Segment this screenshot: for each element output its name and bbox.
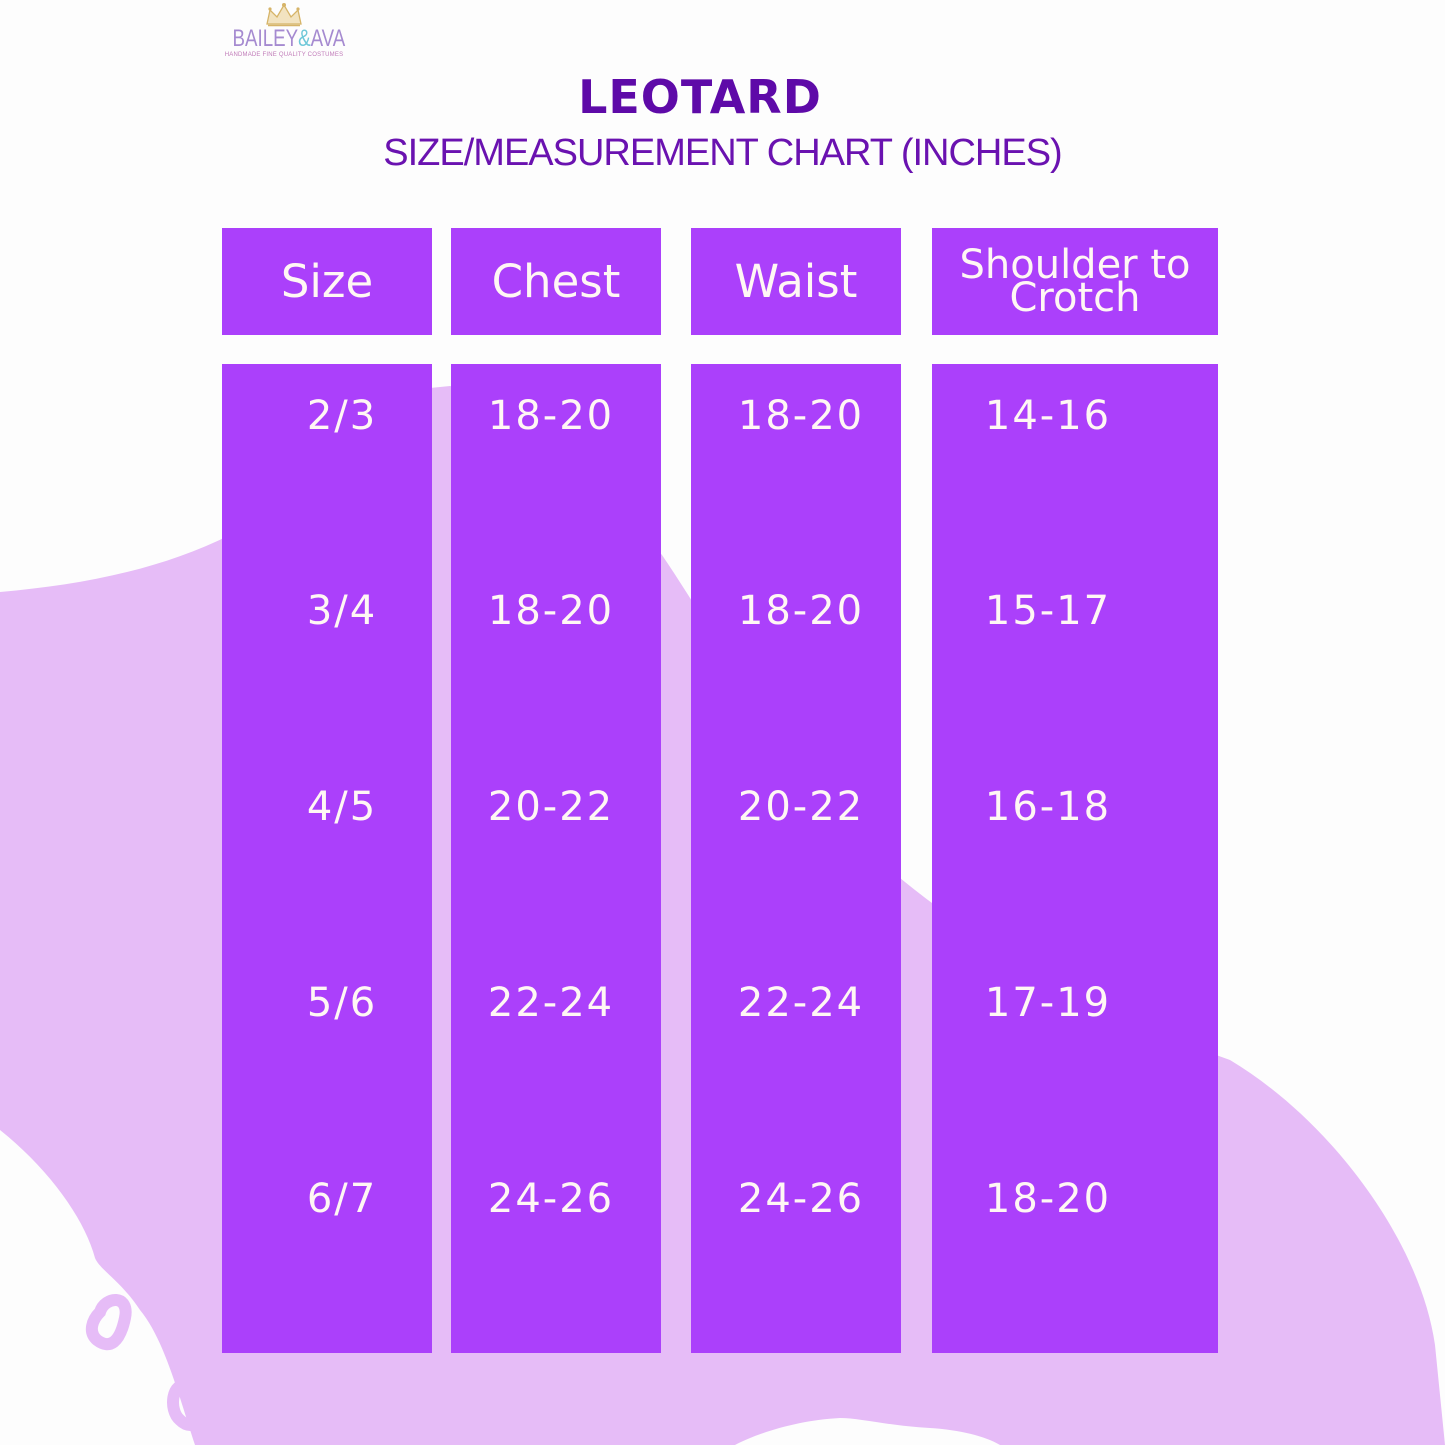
size-value: 3/4	[306, 588, 378, 634]
brand-tagline: HANDMADE FINE QUALITY COSTUMES	[224, 52, 344, 58]
shoulder-to-crotch-value: 14-16	[984, 393, 1112, 439]
crown-icon	[266, 3, 302, 27]
page-title: LEOTARD	[578, 70, 822, 124]
brand-logo: BAILEY&AVA HANDMADE FINE QUALITY COSTUME…	[218, 2, 350, 68]
chest-value: 24-26	[487, 1176, 615, 1222]
shoulder-to-crotch-column: 14-16 15-17 16-18 17-19 18-20	[932, 364, 1218, 1353]
size-value: 2/3	[306, 393, 378, 439]
waist-value: 18-20	[737, 588, 865, 634]
header-chest: Chest	[451, 228, 661, 335]
waist-value: 24-26	[737, 1176, 865, 1222]
header-shoulder-line1: Shoulder to	[959, 241, 1191, 288]
header-size: Size	[222, 228, 432, 335]
shoulder-to-crotch-value: 15-17	[984, 588, 1112, 634]
shoulder-to-crotch-value: 17-19	[984, 980, 1112, 1026]
brand-name: BAILEY&AVA	[232, 25, 346, 52]
chest-value: 18-20	[487, 393, 615, 439]
size-value: 6/7	[306, 1176, 378, 1222]
header-shoulder-to-crotch: Shoulder to Crotch	[932, 228, 1218, 335]
size-value: 4/5	[306, 784, 378, 830]
header-shoulder-line2: Crotch	[1009, 274, 1141, 321]
chest-value: 18-20	[487, 588, 615, 634]
page-subtitle: SIZE/MEASUREMENT CHART (INCHES)	[383, 132, 1062, 174]
chest-value: 20-22	[487, 784, 615, 830]
size-value: 5/6	[306, 980, 378, 1026]
header-waist: Waist	[691, 228, 901, 335]
shoulder-to-crotch-value: 18-20	[984, 1176, 1112, 1222]
waist-value: 22-24	[737, 980, 865, 1026]
shoulder-to-crotch-value: 16-18	[984, 784, 1112, 830]
waist-column: 18-20 18-20 20-22 22-24 24-26	[691, 364, 901, 1353]
chest-column: 18-20 18-20 20-22 22-24 24-26	[451, 364, 661, 1353]
chest-value: 22-24	[487, 980, 615, 1026]
waist-value: 20-22	[737, 784, 865, 830]
waist-value: 18-20	[737, 393, 865, 439]
size-column: 2/3 3/4 4/5 5/6 6/7	[222, 364, 432, 1353]
